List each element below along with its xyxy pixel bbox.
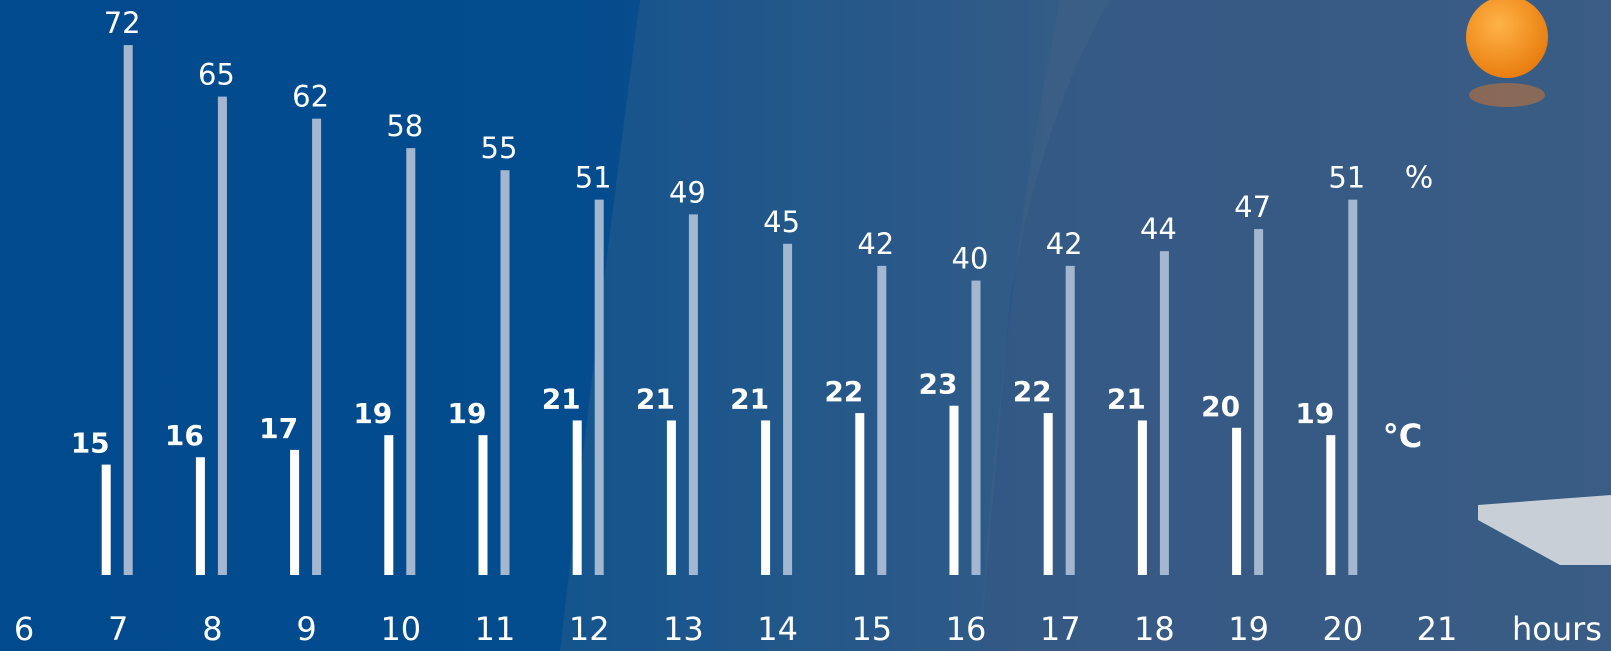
x-tick-label: 14 xyxy=(757,610,798,648)
legend-label: °C xyxy=(1383,417,1422,455)
humidity-bar xyxy=(123,45,133,575)
buoy xyxy=(1466,0,1548,78)
x-tick-label: 21 xyxy=(1417,610,1458,648)
temperature-bar xyxy=(195,457,205,575)
x-tick-label: 18 xyxy=(1134,610,1175,648)
humidity-bar xyxy=(971,280,981,575)
x-tick-label: 8 xyxy=(202,610,222,648)
humidity-bar xyxy=(1348,199,1358,575)
humidity-bar xyxy=(1065,265,1075,575)
temperature-value-label: 23 xyxy=(919,368,958,401)
temperature-bar xyxy=(290,449,300,575)
temperature-value-label: 21 xyxy=(636,382,675,415)
temperature-bar xyxy=(101,464,111,575)
x-tick-label: 11 xyxy=(475,610,516,648)
x-tick-label: 16 xyxy=(946,610,987,648)
temperature-value-label: 20 xyxy=(1201,390,1240,423)
temperature-value-label: 21 xyxy=(542,382,581,415)
temperature-bar xyxy=(1326,435,1336,575)
humidity-bar xyxy=(500,170,510,575)
temperature-bar xyxy=(949,405,959,575)
x-tick-label: 19 xyxy=(1228,610,1269,648)
temperature-bar xyxy=(1137,420,1147,575)
temperature-value-label: 22 xyxy=(1013,375,1052,408)
buoy-reflection xyxy=(1469,83,1545,107)
temperature-bar xyxy=(761,420,771,575)
humidity-value-label: 44 xyxy=(1140,212,1177,246)
temperature-value-label: 19 xyxy=(448,397,487,430)
temperature-value-label: 16 xyxy=(165,419,204,452)
x-tick-label: 7 xyxy=(108,610,128,648)
x-tick-label: 13 xyxy=(663,610,704,648)
temperature-bar xyxy=(384,435,394,575)
humidity-value-label: 65 xyxy=(198,58,235,92)
humidity-value-label: 45 xyxy=(763,205,800,239)
temperature-value-label: 17 xyxy=(259,412,298,445)
humidity-value-label: 42 xyxy=(1046,227,1083,261)
x-tick-label: 15 xyxy=(851,610,892,648)
temperature-value-label: 21 xyxy=(1107,382,1146,415)
boat xyxy=(1478,495,1611,565)
humidity-bar xyxy=(1159,251,1169,575)
humidity-value-label: 51 xyxy=(1328,161,1365,195)
x-tick-label: 9 xyxy=(296,610,316,648)
temperature-bar xyxy=(478,435,488,575)
temperature-bar xyxy=(666,420,676,575)
humidity-value-label: 40 xyxy=(952,242,989,276)
legend-label: % xyxy=(1405,161,1434,196)
humidity-value-label: 72 xyxy=(104,6,141,40)
humidity-value-label: 58 xyxy=(386,109,423,143)
x-tick-label: 20 xyxy=(1322,610,1363,648)
x-axis-label: hours xyxy=(1512,610,1602,648)
x-tick-label: 6 xyxy=(14,610,34,648)
temperature-value-label: 19 xyxy=(353,397,392,430)
humidity-value-label: 62 xyxy=(292,80,329,114)
temperature-value-label: 22 xyxy=(824,375,863,408)
humidity-value-label: 42 xyxy=(857,227,894,261)
x-tick-label: 10 xyxy=(380,610,421,648)
x-tick-label: 17 xyxy=(1040,610,1081,648)
temperature-value-label: 15 xyxy=(71,427,110,460)
humidity-value-label: 49 xyxy=(669,175,706,209)
x-tick-label: 12 xyxy=(569,610,610,648)
temperature-bar xyxy=(1043,413,1053,575)
humidity-bar xyxy=(406,148,416,575)
water xyxy=(980,0,1611,651)
humidity-value-label: 55 xyxy=(481,131,518,165)
humidity-bar xyxy=(1254,229,1264,575)
humidity-value-label: 47 xyxy=(1234,190,1271,224)
humidity-bar xyxy=(217,96,227,575)
temperature-value-label: 21 xyxy=(730,382,769,415)
temperature-bar xyxy=(1232,427,1242,575)
temperature-value-label: 19 xyxy=(1295,397,1334,430)
temperature-bar xyxy=(855,413,865,575)
temperature-bar xyxy=(572,420,582,575)
humidity-value-label: 51 xyxy=(575,161,612,195)
humidity-bar xyxy=(688,214,698,576)
humidity-bar xyxy=(594,199,604,575)
humidity-bar xyxy=(877,265,887,575)
humidity-bar xyxy=(312,118,322,576)
humidity-bar xyxy=(783,243,793,576)
